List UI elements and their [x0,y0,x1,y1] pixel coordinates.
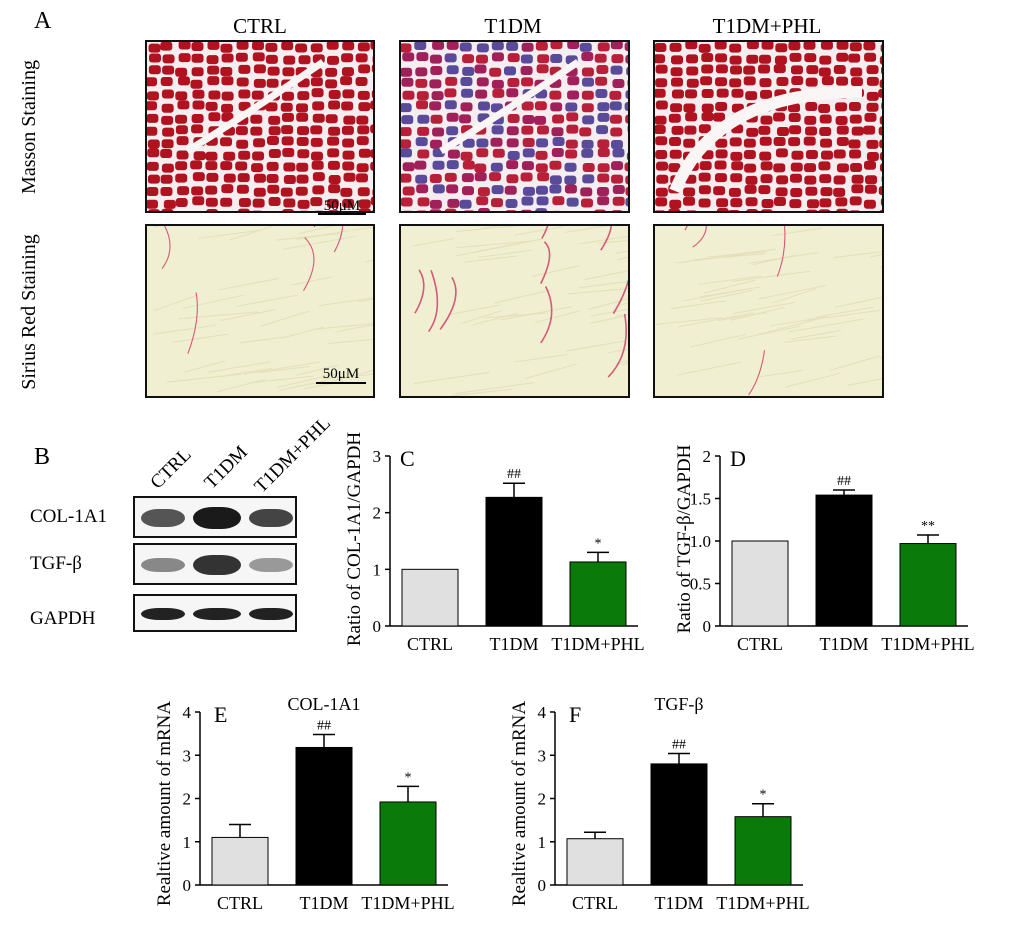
y-tick-label: 2 [538,790,547,809]
panel-a-letter: A [34,8,52,34]
col-title-ctrl: CTRL [233,14,287,38]
bar-t1dm-phl [569,561,627,627]
bar-t1dm-phl [734,816,792,886]
y-tick-label: 2 [703,447,712,466]
lane-label-t1dm: T1DM [200,441,252,494]
x-tick-label: T1DM+PHL [716,893,809,913]
y-tick-label: 0 [703,617,712,636]
masson-scale-label: 50μM [323,198,361,214]
y-tick-label: 0.5 [690,575,711,594]
x-tick-label: T1DM [655,893,704,913]
bar-t1dm-phl [899,543,957,627]
x-tick-label: T1DM [820,634,869,654]
x-tick-label: T1DM [490,634,539,654]
chart-f: Realtive amount of mRNA F TGF-β 0 1 2 3 4 CTRL ##… [509,694,810,913]
y-tick-label: 4 [538,703,547,722]
y-axis-label: Ratio of TGF-β/GAPDH [674,444,695,633]
x-tick-label: T1DM [300,893,349,913]
y-tick-label: 1 [183,833,192,852]
x-tick-label: T1DM+PHL [551,634,644,654]
y-tick-label: 0 [373,617,382,636]
blot-label-tgfb: TGF-β [30,553,82,574]
y-tick-label: 4 [183,703,192,722]
significance-label: * [760,788,767,803]
blot-tgfb [133,543,297,585]
panel-letter: F [569,702,581,727]
blot-label-gapdh: GAPDH [30,608,96,629]
chart-d: Ratio of TGF-β/GAPDH D 0 0.5 1.0 1.5 2 CTRL ## T1… [674,444,975,654]
significance-label: ## [672,738,686,753]
x-tick-label: CTRL [407,634,453,654]
y-axis-label: Realtive amount of mRNA [509,701,530,907]
sirius-ctrl-image [145,224,375,398]
col-title-t1dm: T1DM [484,14,542,38]
lane-label-phl: T1DM+PHL [250,412,335,498]
chart-c: Ratio of COL-1A1/GAPDH C 0 1 2 3 CTRL ## T1DM * T1… [344,432,645,654]
chart-title: COL-1A1 [288,694,361,714]
y-tick-label: 3 [183,746,192,765]
significance-label: ## [837,474,851,489]
x-tick-label: CTRL [737,634,783,654]
bar-ctrl [566,838,624,886]
y-tick-label: 0 [183,876,192,895]
x-tick-label: T1DM+PHL [361,893,454,913]
panel-b-letter: B [34,444,51,470]
col-title-phl: T1DM+PHL [712,14,822,38]
y-tick-label: 1.5 [690,490,711,509]
x-tick-label: CTRL [572,893,618,913]
bar-ctrl [401,568,459,627]
y-tick-label: 1 [538,833,547,852]
bar-t1dm [485,496,543,627]
y-tick-label: 1.0 [690,532,711,551]
significance-label: ## [507,467,521,482]
blot-label-col1a1: COL-1A1 [30,506,108,527]
y-tick-label: 0 [538,876,547,895]
y-tick-label: 3 [538,746,547,765]
y-tick-label: 1 [373,560,382,579]
masson-phl-image [653,40,884,213]
bar-t1dm [295,746,353,886]
bar-t1dm-phl [379,801,437,886]
sirius-t1dm-image [399,224,630,398]
sirius-scale-bar: 50μM [316,366,366,384]
x-tick-label: T1DM+PHL [881,634,974,654]
y-tick-label: 2 [183,790,192,809]
y-tick-label: 2 [373,504,382,523]
bar-t1dm [650,763,708,886]
row-label-masson: Masson Staining [18,60,40,194]
sirius-phl-image [653,224,884,398]
blot-gapdh [133,594,297,632]
significance-label: ## [317,718,331,733]
y-axis-label: Realtive amount of mRNA [154,701,175,907]
chart-title: TGF-β [654,694,703,714]
row-label-sirius: Sirius Red Staining [18,234,40,390]
y-axis-label: Ratio of COL-1A1/GAPDH [344,432,365,647]
sirius-scale-label: 50μM [322,366,360,382]
blot-col1a1 [133,496,297,538]
masson-ctrl-image [145,40,375,213]
bar-ctrl [731,540,789,627]
bar-t1dm [815,494,873,627]
panel-letter: C [400,446,415,471]
significance-label: ** [921,519,935,534]
panel-letter: E [214,702,227,727]
masson-scale-bar: 50μM [318,199,366,215]
significance-label: * [405,770,412,785]
y-tick-label: 3 [373,447,382,466]
masson-t1dm-image [399,40,630,213]
significance-label: * [595,536,602,551]
bar-ctrl [211,836,269,886]
x-tick-label: CTRL [217,893,263,913]
chart-e: Realtive amount of mRNA E COL-1A1 0 1 2 3 4 CTRL… [154,694,455,913]
panel-letter: D [730,446,746,471]
lane-label-ctrl: CTRL [146,444,196,494]
